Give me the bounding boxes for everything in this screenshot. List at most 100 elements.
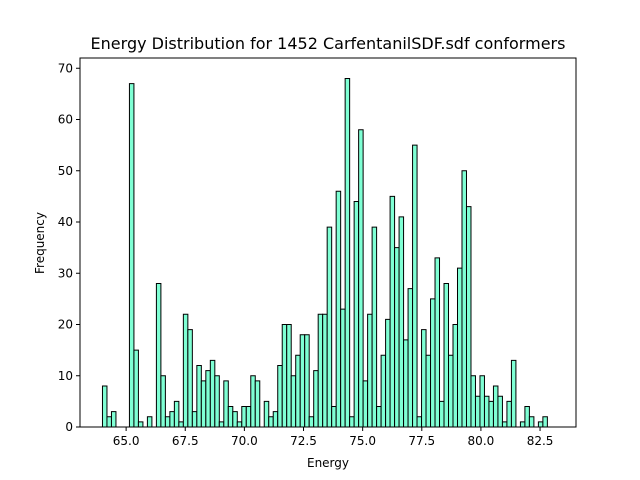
x-tick-label: 77.5 <box>408 434 435 448</box>
histogram-bar <box>272 411 279 428</box>
x-tick-label: 72.5 <box>290 434 317 448</box>
histogram-bar <box>501 421 508 428</box>
histogram-bar <box>371 226 378 428</box>
histogram-bar <box>407 288 414 428</box>
histogram-bar <box>164 416 171 428</box>
histogram-bar <box>178 421 184 428</box>
histogram-bar <box>106 416 112 428</box>
histogram-bar <box>483 395 490 428</box>
histogram-bar <box>295 354 301 428</box>
histogram-bar <box>137 421 144 428</box>
histogram-bar <box>313 370 319 428</box>
y-tick-label: 60 <box>58 113 73 127</box>
y-tick-label: 10 <box>58 369 73 383</box>
histogram-bar <box>412 144 418 428</box>
y-axis-label: Frequency <box>33 212 47 274</box>
y-tick-label: 70 <box>58 61 73 75</box>
histogram-bar <box>326 226 333 428</box>
histogram-bar <box>254 380 261 428</box>
histogram-bar <box>281 324 288 428</box>
histogram-bar <box>304 334 310 428</box>
histogram-bar <box>133 349 139 428</box>
histogram-bar <box>322 313 328 428</box>
histogram-bar <box>443 283 450 428</box>
histogram-bar <box>394 247 400 428</box>
histogram-bar <box>537 421 544 428</box>
histogram-bar <box>160 375 166 428</box>
histogram-bar <box>497 395 503 428</box>
histogram-bar <box>506 400 512 428</box>
histogram-bar <box>353 201 360 428</box>
histogram-bar <box>299 334 306 428</box>
histogram-bar <box>479 375 485 428</box>
histogram-bar <box>425 354 432 428</box>
histogram-bar <box>385 318 391 428</box>
histogram-bar <box>209 359 216 428</box>
histogram-bar <box>286 324 292 428</box>
histogram-bar <box>187 329 193 428</box>
histogram-bar <box>344 78 351 428</box>
y-tick-label: 0 <box>65 420 73 434</box>
histogram-bar <box>250 375 256 428</box>
histogram-bar <box>146 416 153 428</box>
histogram-bar <box>317 313 324 428</box>
histogram-bar <box>241 406 247 428</box>
histogram-bar <box>290 375 297 428</box>
histogram-bar <box>263 400 270 428</box>
histogram-bar <box>461 170 467 428</box>
histogram-bar <box>218 421 225 428</box>
x-tick-label: 70.0 <box>231 434 258 448</box>
histogram-bar <box>308 416 315 428</box>
histogram-bar <box>331 406 337 428</box>
histogram-bar <box>465 206 472 428</box>
histogram-bar <box>101 385 108 428</box>
histogram-bar <box>245 406 252 428</box>
y-tick-label: 50 <box>58 164 73 178</box>
histogram-bar <box>448 354 454 428</box>
histogram-bar <box>182 313 189 428</box>
histogram-bar <box>335 190 342 428</box>
histogram-bar <box>510 359 517 428</box>
histogram-bar <box>398 216 405 428</box>
chart-title: Energy Distribution for 1452 Carfentanil… <box>91 34 566 53</box>
histogram-bar <box>268 416 274 428</box>
histogram-bar <box>349 416 355 428</box>
y-tick-label: 30 <box>58 266 73 280</box>
histogram-bar <box>470 375 476 428</box>
histogram-bar <box>430 298 436 428</box>
histogram-bar <box>232 411 238 428</box>
histogram-bar <box>110 411 117 428</box>
histogram-bar <box>380 354 387 428</box>
histogram-bar <box>376 406 382 428</box>
histogram-bar <box>196 365 202 428</box>
histogram-bar <box>358 129 364 428</box>
histogram-bar <box>340 308 346 428</box>
histogram-bar <box>169 411 175 428</box>
histogram-bar <box>452 324 458 428</box>
histogram-bar <box>173 400 180 428</box>
histogram-bar <box>389 195 396 428</box>
histogram-bar <box>155 283 162 428</box>
histogram-bar <box>223 380 229 428</box>
x-tick-label: 75.0 <box>349 434 376 448</box>
histogram-bar <box>488 400 494 428</box>
histogram-bar <box>191 411 198 428</box>
histogram-bar <box>421 329 427 428</box>
histogram-bar <box>362 380 369 428</box>
histogram-bar <box>542 416 548 428</box>
y-tick-label: 40 <box>58 215 73 229</box>
x-tick-label: 80.0 <box>468 434 495 448</box>
histogram-bar <box>434 257 441 428</box>
histogram-bar <box>439 400 445 428</box>
histogram-bar <box>474 395 481 428</box>
histogram-bar <box>205 370 211 428</box>
x-axis-ticks: 65.0 67.5 70.0 72.5 75.0 77.5 80.0 82.5 <box>113 427 553 448</box>
y-axis-ticks: 0 10 20 30 40 50 60 70 <box>58 61 80 434</box>
histogram-bar <box>524 406 530 428</box>
histogram-bar <box>236 421 243 428</box>
histogram-bar <box>416 416 423 428</box>
histogram-bar <box>528 416 535 428</box>
histogram-bar <box>403 339 409 428</box>
histogram-bar <box>214 375 220 428</box>
